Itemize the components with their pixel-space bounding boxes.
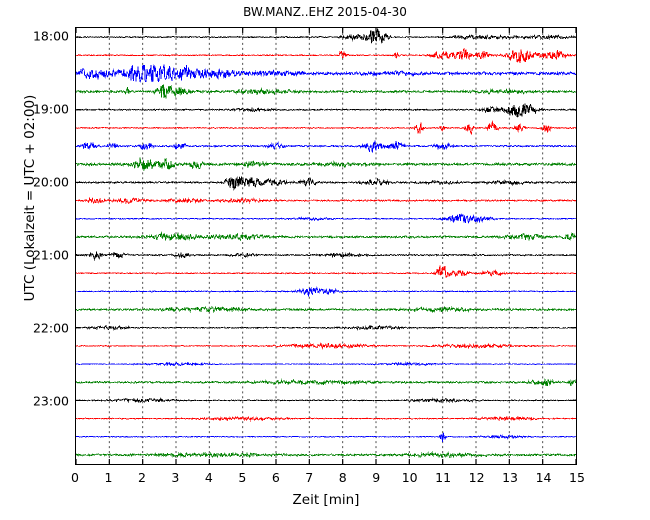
trace-2015	[76, 196, 576, 205]
x-tick-label: 6	[271, 470, 280, 485]
x-tick-label: 11	[435, 470, 452, 485]
trace-2030	[76, 212, 576, 225]
trace-1845	[76, 84, 576, 99]
y-tick-label: 23:00	[32, 393, 69, 409]
trace-2115	[76, 265, 576, 278]
page-title: BW.MANZ..EHZ 2015-04-30	[243, 5, 407, 19]
x-tick-label: 4	[204, 470, 213, 485]
trace-2330	[76, 432, 576, 443]
x-tick-label: 7	[305, 470, 314, 485]
seismic-traces	[76, 28, 576, 459]
y-tick-label: 18:00	[32, 28, 69, 44]
x-tick-label: 9	[372, 470, 381, 485]
trace-2315	[76, 415, 576, 422]
x-tick-label: 8	[338, 470, 347, 485]
trace-2130	[76, 286, 576, 297]
x-axis-tick-labels: 0 1 2 3 4 5 6 7 8 9 10 11 12 13 14 15	[71, 470, 585, 490]
trace-1800	[76, 28, 576, 44]
x-tick-label: 0	[71, 470, 79, 485]
x-tick-label: 10	[401, 470, 418, 485]
trace-2145	[76, 305, 576, 314]
trace-2230	[76, 361, 576, 367]
y-tick-label: 21:00	[32, 247, 69, 263]
trace-2345	[76, 450, 576, 459]
plot-area	[75, 27, 577, 465]
y-tick-label: 20:00	[32, 174, 69, 190]
x-tick-label: 14	[535, 470, 552, 485]
y-axis-tick-labels: 18:00 19:00 20:00 21:00 22:00 23:00	[3, 27, 69, 465]
trace-2300	[76, 397, 576, 404]
trace-2045	[76, 231, 576, 242]
x-tick-label: 1	[104, 470, 113, 485]
trace-1945	[76, 157, 576, 171]
y-tick-label: 22:00	[32, 320, 69, 336]
x-tick-label: 5	[238, 470, 247, 485]
y-tick-label: 19:00	[32, 101, 69, 117]
x-tick-label: 12	[468, 470, 485, 485]
x-tick-label: 13	[502, 470, 519, 485]
trace-1915	[76, 120, 576, 136]
trace-2100	[76, 251, 576, 262]
x-tick-label: 3	[171, 470, 180, 485]
trace-2000	[76, 175, 576, 191]
trace-2200	[76, 324, 576, 331]
x-tick-label: 15	[569, 470, 585, 485]
trace-1815	[76, 47, 576, 64]
gridlines	[76, 28, 576, 464]
x-tick-label: 2	[137, 470, 146, 485]
trace-1930	[76, 140, 576, 154]
trace-1900	[76, 103, 576, 118]
trace-2245	[76, 378, 576, 387]
x-axis-label: Zeit [min]	[292, 492, 360, 508]
trace-2215	[76, 342, 576, 350]
trace-1830	[76, 64, 576, 83]
